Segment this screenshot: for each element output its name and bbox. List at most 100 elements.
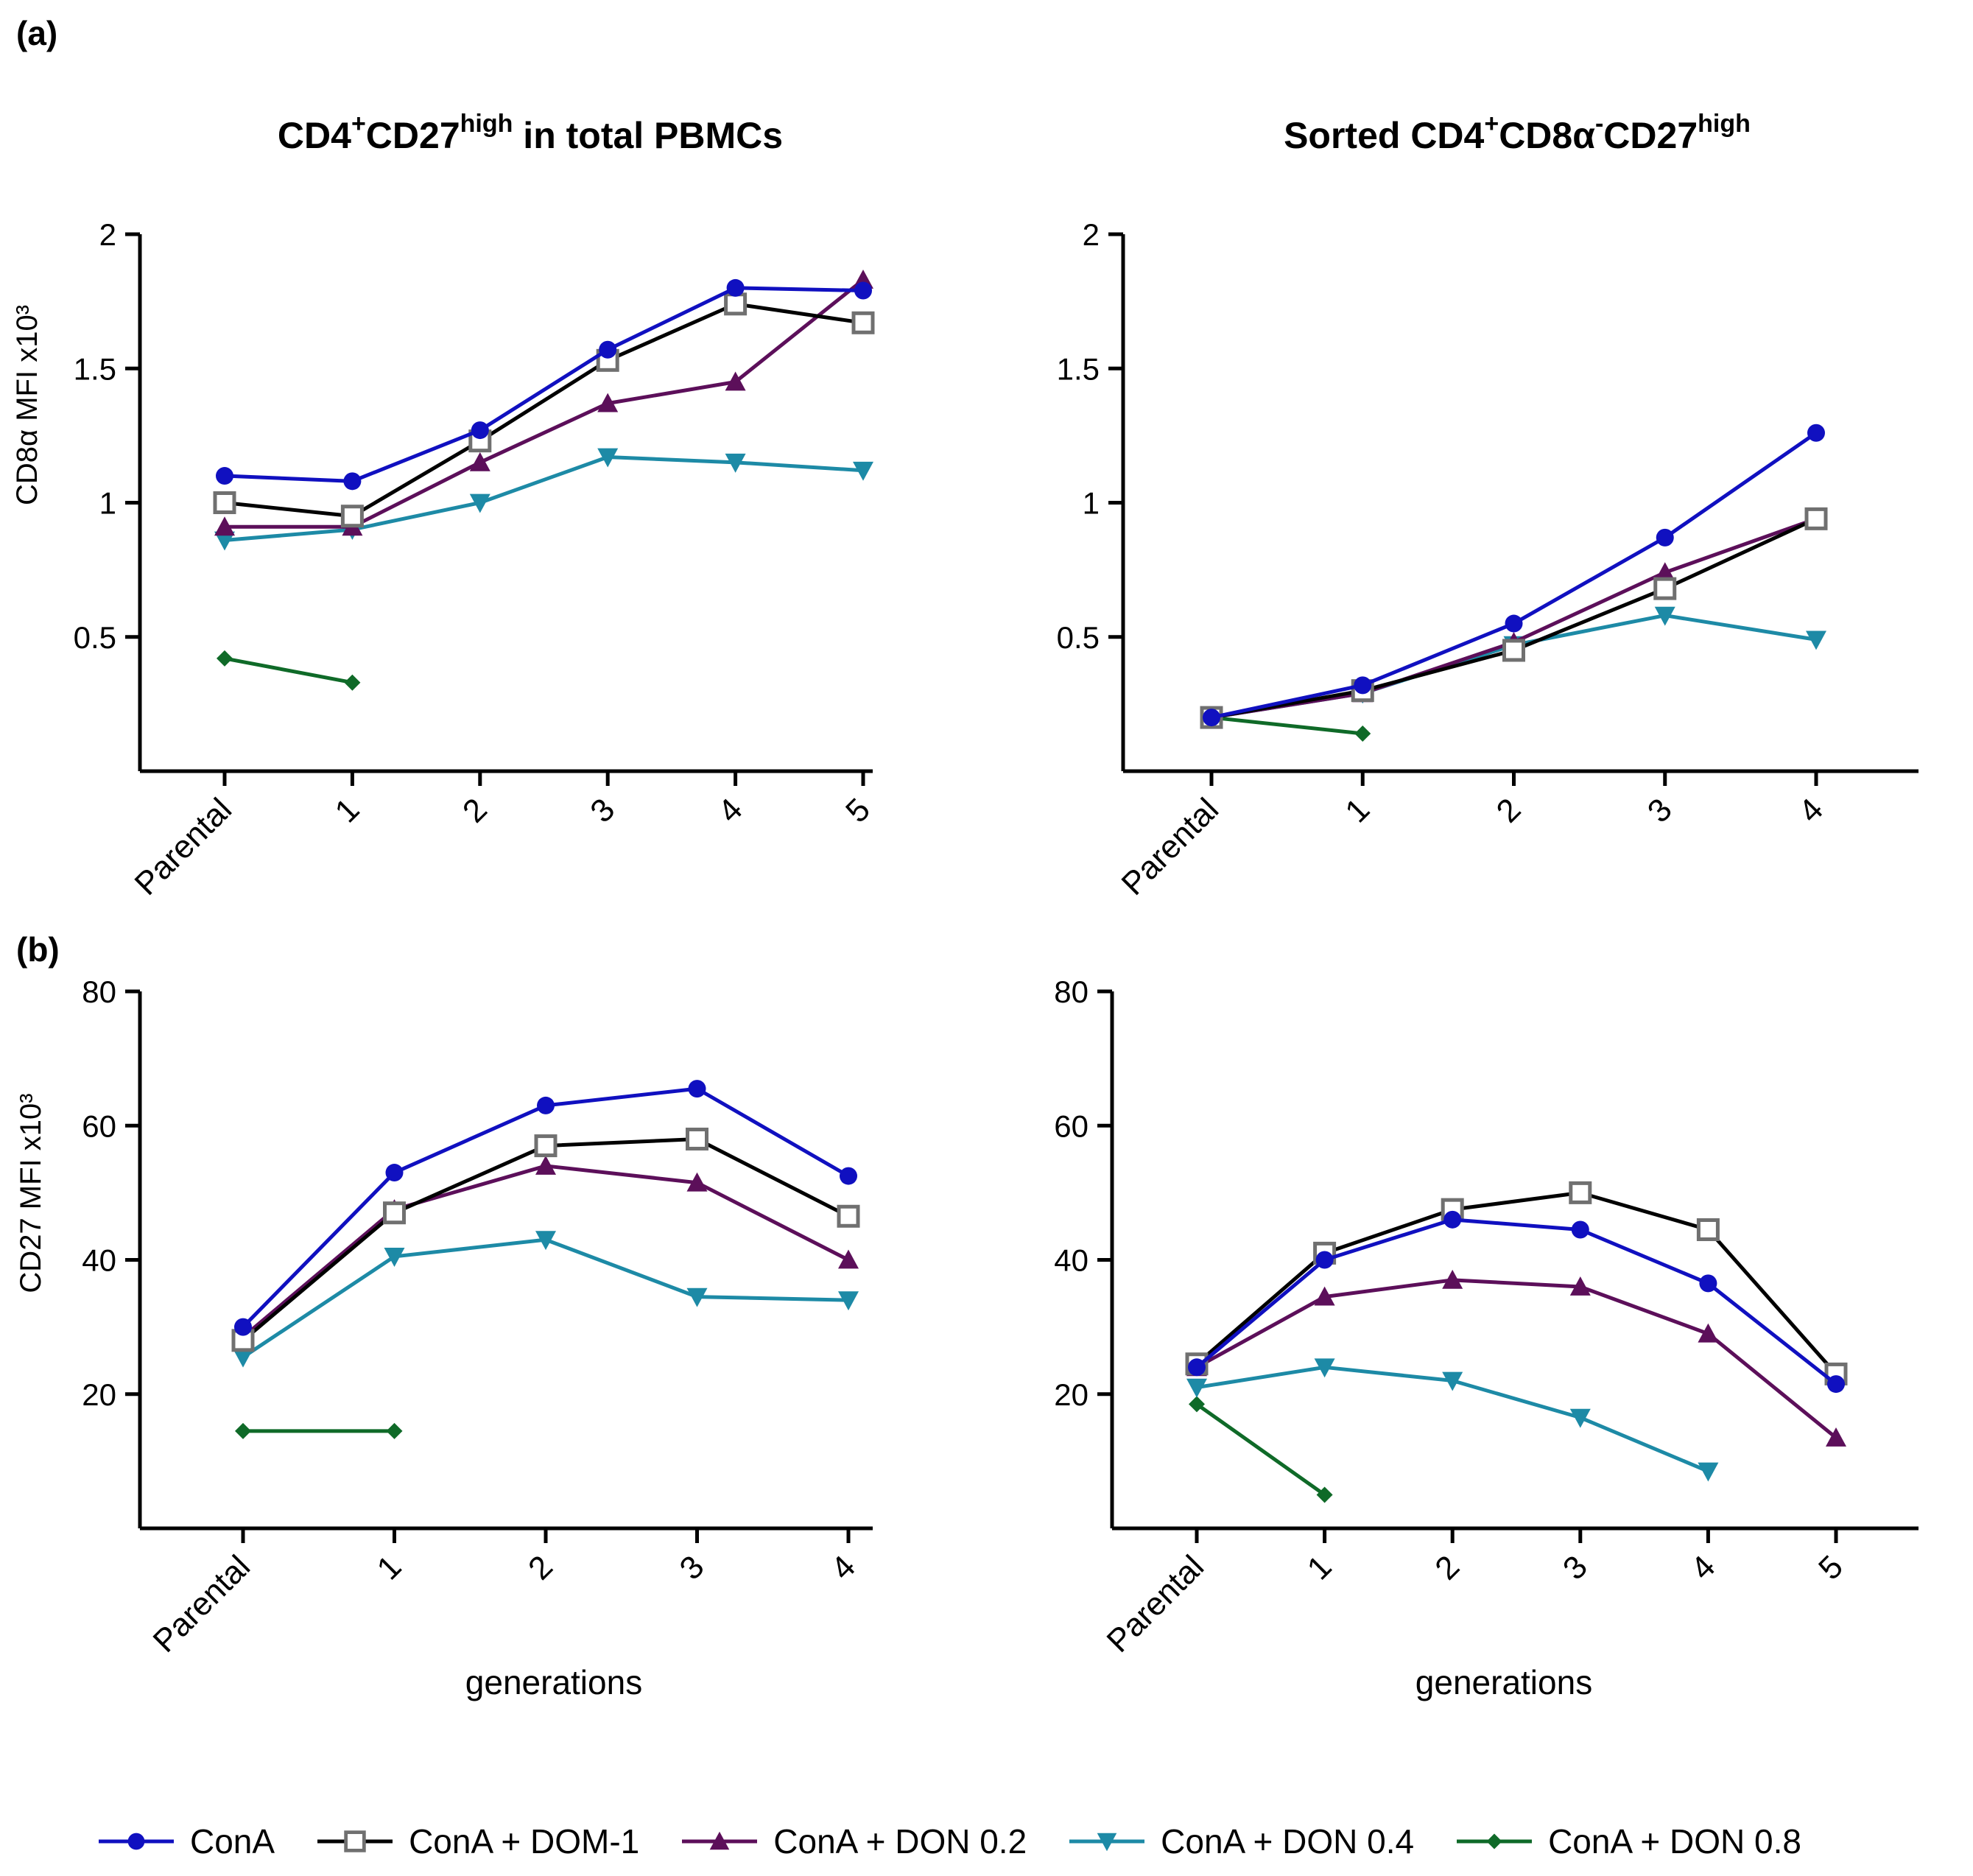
series-cona-don-0-2: [1186, 1269, 1846, 1447]
series-cona-don-0-2: [233, 1155, 859, 1346]
y-tick-label: 1: [1083, 486, 1100, 521]
data-point: [597, 393, 619, 412]
data-point: [1314, 1358, 1335, 1378]
chart-b-left: 20 40 60 80 Parental 1 2 3 4 CD27 MFI x10³ generat…: [15, 974, 873, 1701]
data-point: [1188, 1358, 1206, 1377]
y-tick-label: 80: [1054, 974, 1089, 1009]
data-point: [1571, 1220, 1589, 1239]
data-point: [1569, 1276, 1591, 1296]
x-tick-label: 1: [1301, 1548, 1339, 1587]
data-point: [1189, 1396, 1205, 1413]
data-point: [1354, 725, 1371, 742]
data-point: [1804, 507, 1828, 530]
data-point: [1502, 639, 1525, 662]
data-point: [469, 493, 490, 513]
title-right: Sorted CD4+CD8α-CD27high: [1284, 110, 1751, 156]
x-tick-label: 3: [673, 1548, 711, 1587]
series-cona-don-0-4: [233, 1231, 859, 1368]
data-point: [1315, 1251, 1334, 1269]
y-tick-label: 80: [82, 974, 116, 1009]
data-point: [1442, 1269, 1463, 1289]
data-point: [471, 421, 489, 440]
data-point: [1806, 630, 1826, 650]
data-point: [686, 1287, 708, 1307]
panel-label-a: (a): [16, 14, 58, 52]
x-tick-label: 1: [370, 1548, 409, 1587]
data-point: [838, 1291, 859, 1311]
data-point: [385, 1164, 404, 1182]
series-line: [242, 1164, 850, 1339]
y-tick-label: 60: [1054, 1109, 1089, 1143]
data-point: [535, 1155, 556, 1175]
x-tick-label: 1: [328, 791, 367, 829]
data-point: [1827, 1375, 1845, 1394]
data-point: [1654, 606, 1675, 626]
data-point: [1442, 1371, 1463, 1391]
legend-item-don04: ConA + DON 0.4: [1066, 1821, 1414, 1861]
legend-marker: [709, 1831, 730, 1850]
legend-item-cona: ConA: [96, 1821, 275, 1861]
x-tick-label: 3: [583, 791, 622, 829]
data-point: [386, 1422, 403, 1439]
legend: ConA ConA + DOM-1 ConA + DON 0.2 ConA + …: [96, 1819, 1841, 1863]
x-tick-label: 5: [1812, 1548, 1850, 1587]
y-axis-label: CD27 MFI x10³: [15, 1093, 47, 1293]
data-point: [384, 1248, 405, 1267]
data-point: [725, 371, 746, 391]
legend-swatch-dom1: [317, 1830, 393, 1852]
series-cona: [234, 1080, 857, 1336]
series-line: [1195, 1278, 1837, 1439]
data-point: [234, 1318, 252, 1336]
data-point: [840, 1167, 857, 1185]
series-line: [224, 286, 864, 483]
x-axis-label: generations: [1415, 1663, 1592, 1701]
series-cona-don-0-4: [1186, 1358, 1719, 1482]
x-tick-label: 2: [456, 791, 494, 829]
series-line: [224, 302, 864, 519]
data-point: [535, 1231, 556, 1251]
x-tick-label: Parental: [1100, 1548, 1211, 1659]
series-line: [224, 656, 353, 685]
y-tick-label: 20: [82, 1377, 116, 1412]
legend-swatch-don08: [1457, 1833, 1533, 1849]
x-tick-label: 1: [1338, 791, 1376, 829]
data-point: [216, 467, 233, 485]
data-point: [686, 1172, 708, 1192]
series-cona-don-0-2: [214, 269, 873, 536]
series-cona-dom-1: [1185, 1181, 1848, 1385]
x-tick-label: 2: [1490, 791, 1528, 829]
data-point: [534, 1134, 558, 1158]
series-line: [1211, 431, 1818, 720]
data-point: [686, 1127, 708, 1150]
data-point: [214, 516, 235, 536]
legend-swatch-don02: [682, 1831, 758, 1850]
legend-item-don02: ConA + DON 0.2: [679, 1821, 1027, 1861]
legend-marker: [127, 1833, 145, 1850]
data-point: [838, 1249, 859, 1269]
y-tick-label: 2: [1083, 217, 1100, 252]
data-point: [725, 453, 746, 473]
series-cona: [1203, 424, 1825, 727]
y-tick-label: 0.5: [1057, 620, 1100, 655]
chart-b-right: 20 40 60 80 Parental 1 2 3 4 5 generations: [1054, 974, 1919, 1701]
x-tick-label: Parental: [147, 1548, 258, 1659]
series-cona-don-0-4: [214, 448, 873, 551]
x-tick-label: 4: [1684, 1548, 1723, 1587]
data-point: [851, 311, 875, 334]
series-line: [224, 455, 864, 543]
data-point: [726, 278, 745, 297]
data-point: [599, 340, 617, 359]
data-point: [1203, 709, 1220, 727]
x-tick-label: 3: [1556, 1548, 1594, 1587]
x-tick-label: 4: [824, 1548, 862, 1587]
series-cona: [216, 278, 872, 491]
series-line: [1195, 1218, 1837, 1386]
title-left: CD4+CD27high in total PBMCs: [277, 110, 784, 156]
data-point: [217, 650, 233, 667]
data-point: [1569, 1408, 1591, 1428]
data-point: [235, 1422, 251, 1439]
data-point: [1699, 1274, 1717, 1293]
data-point: [853, 461, 873, 481]
y-tick-label: 1: [99, 486, 116, 521]
